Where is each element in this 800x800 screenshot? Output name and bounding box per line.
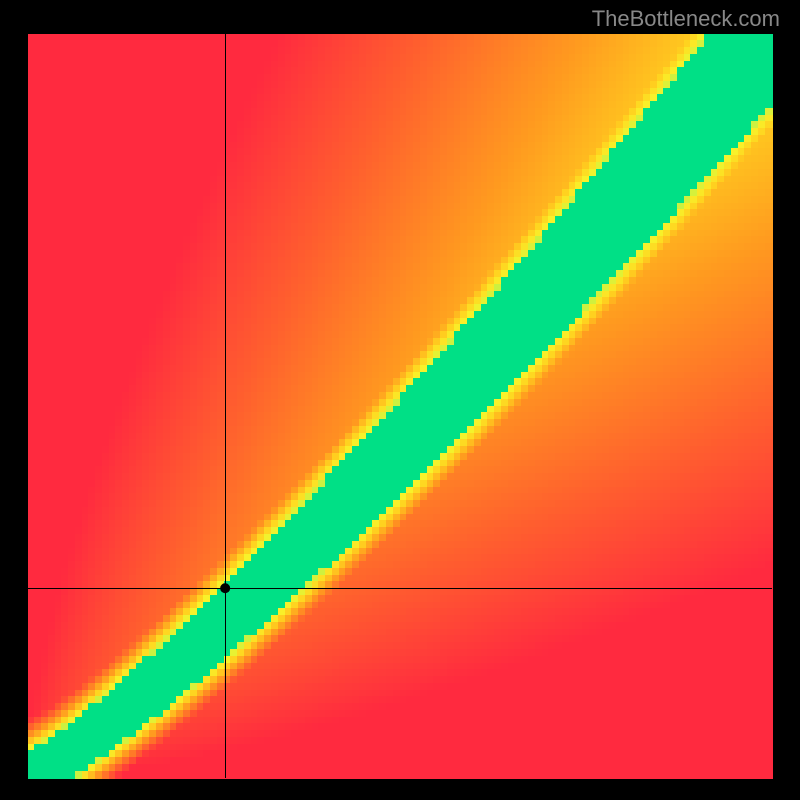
- bottleneck-heatmap: [0, 0, 800, 800]
- chart-container: TheBottleneck.com: [0, 0, 800, 800]
- watermark-text: TheBottleneck.com: [592, 6, 780, 32]
